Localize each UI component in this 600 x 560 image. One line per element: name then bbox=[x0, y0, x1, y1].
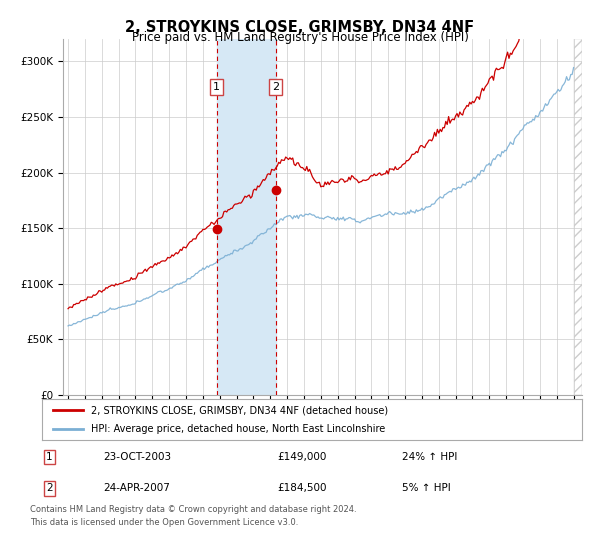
Text: 2: 2 bbox=[46, 483, 53, 493]
Text: 23-OCT-2003: 23-OCT-2003 bbox=[103, 452, 171, 462]
Text: 2: 2 bbox=[272, 82, 279, 92]
Text: 2, STROYKINS CLOSE, GRIMSBY, DN34 4NF (detached house): 2, STROYKINS CLOSE, GRIMSBY, DN34 4NF (d… bbox=[91, 405, 388, 415]
Text: 1: 1 bbox=[213, 82, 220, 92]
Text: 2, STROYKINS CLOSE, GRIMSBY, DN34 4NF: 2, STROYKINS CLOSE, GRIMSBY, DN34 4NF bbox=[125, 20, 475, 35]
Text: £149,000: £149,000 bbox=[278, 452, 327, 462]
Text: Price paid vs. HM Land Registry's House Price Index (HPI): Price paid vs. HM Land Registry's House … bbox=[131, 31, 469, 44]
Text: 24-APR-2007: 24-APR-2007 bbox=[103, 483, 170, 493]
Text: HPI: Average price, detached house, North East Lincolnshire: HPI: Average price, detached house, Nort… bbox=[91, 424, 385, 433]
Bar bbox=[217, 39, 275, 395]
Text: 5% ↑ HPI: 5% ↑ HPI bbox=[402, 483, 451, 493]
Text: Contains HM Land Registry data © Crown copyright and database right 2024.
This d: Contains HM Land Registry data © Crown c… bbox=[30, 505, 356, 526]
Text: £184,500: £184,500 bbox=[278, 483, 328, 493]
Text: 1: 1 bbox=[46, 452, 53, 462]
Text: 24% ↑ HPI: 24% ↑ HPI bbox=[402, 452, 457, 462]
